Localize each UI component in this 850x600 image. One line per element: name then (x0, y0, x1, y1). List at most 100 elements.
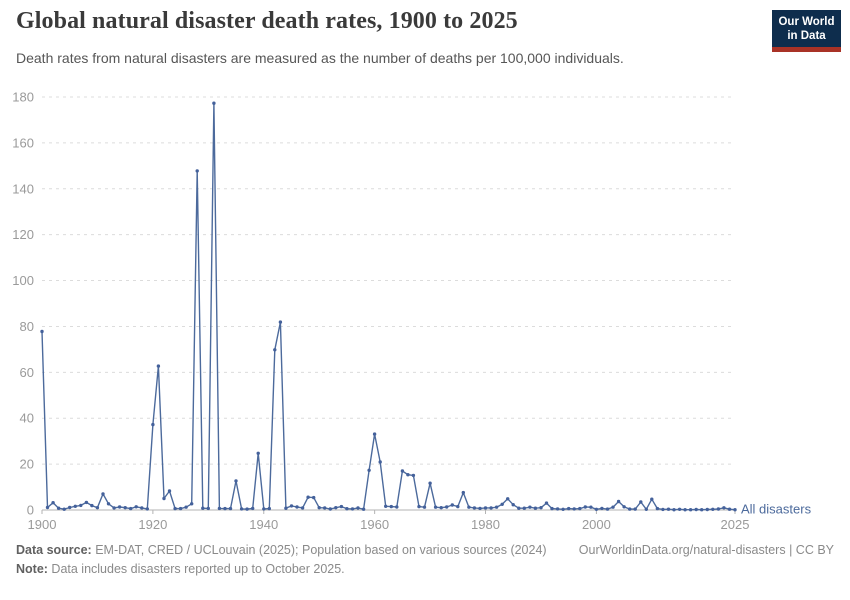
data-point[interactable] (317, 506, 321, 510)
data-point[interactable] (223, 506, 227, 511)
data-point[interactable] (145, 507, 149, 511)
data-point[interactable] (489, 506, 493, 510)
data-point[interactable] (400, 469, 405, 473)
data-point[interactable] (345, 507, 349, 511)
data-point[interactable] (700, 508, 704, 512)
data-point[interactable] (129, 506, 133, 511)
data-point[interactable] (178, 506, 183, 511)
data-point[interactable] (561, 507, 565, 511)
data-point[interactable] (228, 506, 233, 511)
data-point[interactable] (90, 503, 94, 508)
line-chart-svg[interactable]: 0 20 40 60 80 100 120 140 160 180 1900 1920 1940 1960… (0, 0, 850, 545)
data-point[interactable] (622, 505, 626, 509)
data-point[interactable] (162, 496, 166, 501)
data-point[interactable] (705, 507, 709, 512)
data-point[interactable] (494, 505, 499, 509)
data-point[interactable] (289, 504, 294, 508)
data-point[interactable] (539, 506, 543, 510)
data-point[interactable] (356, 506, 360, 510)
data-point[interactable] (500, 502, 504, 506)
data-point[interactable] (628, 507, 632, 511)
data-point[interactable] (79, 503, 83, 508)
data-point[interactable] (456, 504, 460, 509)
data-point[interactable] (511, 503, 515, 507)
line-chart[interactable]: 0 20 40 60 80 100 120 140 160 180 1900 1920 1940 1960… (0, 0, 850, 545)
data-point[interactable] (611, 505, 615, 509)
data-point[interactable] (350, 507, 355, 511)
data-point[interactable] (117, 505, 122, 509)
series-label[interactable]: All disasters (741, 502, 812, 517)
data-point[interactable] (262, 507, 266, 511)
data-point[interactable] (406, 473, 410, 477)
data-point[interactable] (639, 500, 643, 504)
data-point[interactable] (295, 505, 299, 509)
data-point[interactable] (51, 501, 55, 505)
data-point[interactable] (68, 505, 72, 510)
data-point[interactable] (284, 506, 288, 510)
data-point[interactable] (506, 497, 510, 501)
data-point[interactable] (572, 507, 576, 511)
data-point[interactable] (140, 506, 144, 510)
data-point[interactable] (478, 506, 482, 511)
data-point[interactable] (184, 505, 188, 509)
data-point[interactable] (633, 507, 637, 511)
data-point[interactable] (445, 505, 449, 509)
data-point[interactable] (555, 507, 560, 511)
data-point[interactable] (234, 479, 238, 483)
data-point[interactable] (722, 506, 726, 510)
data-point[interactable] (677, 507, 682, 511)
data-point[interactable] (201, 506, 205, 510)
data-point[interactable] (40, 329, 44, 334)
data-point[interactable] (62, 507, 66, 511)
data-point[interactable] (550, 506, 554, 511)
data-point[interactable] (123, 506, 127, 510)
data-point[interactable] (650, 497, 654, 501)
data-point[interactable] (616, 499, 621, 504)
data-point[interactable] (578, 506, 582, 511)
data-point[interactable] (306, 495, 310, 499)
data-point[interactable] (389, 504, 393, 509)
data-point[interactable] (156, 364, 161, 368)
data-point[interactable] (173, 506, 177, 511)
data-point[interactable] (334, 506, 338, 510)
data-point[interactable] (378, 460, 382, 464)
data-point[interactable] (605, 507, 610, 511)
data-point[interactable] (544, 501, 549, 505)
data-point[interactable] (323, 506, 327, 510)
data-point[interactable] (206, 506, 210, 511)
data-point[interactable] (95, 506, 100, 510)
data-point[interactable] (522, 506, 526, 510)
data-point[interactable] (151, 422, 155, 427)
data-point[interactable] (256, 451, 260, 455)
data-point[interactable] (567, 506, 571, 511)
data-point[interactable] (589, 505, 593, 509)
data-point[interactable] (273, 348, 277, 352)
data-point[interactable] (672, 508, 676, 512)
data-point[interactable] (467, 505, 471, 509)
data-point[interactable] (417, 504, 421, 509)
data-point[interactable] (683, 508, 687, 512)
data-point[interactable] (384, 504, 388, 508)
data-point[interactable] (716, 507, 721, 511)
data-point[interactable] (195, 169, 199, 173)
data-point[interactable] (439, 506, 443, 510)
data-point[interactable] (101, 492, 105, 496)
data-point[interactable] (245, 507, 249, 511)
series-line-all-disasters[interactable] (41, 102, 736, 511)
data-point[interactable] (190, 502, 194, 506)
data-point[interactable] (517, 506, 521, 510)
data-point[interactable] (56, 506, 61, 510)
data-point[interactable] (472, 506, 477, 510)
data-point[interactable] (422, 505, 427, 509)
data-point[interactable] (217, 506, 222, 511)
data-point[interactable] (106, 502, 111, 506)
data-point[interactable] (411, 473, 416, 478)
data-point[interactable] (450, 503, 454, 507)
data-point[interactable] (733, 508, 737, 512)
data-point[interactable] (267, 506, 271, 511)
data-point[interactable] (533, 506, 538, 510)
data-point[interactable] (666, 507, 671, 511)
data-point[interactable] (433, 505, 438, 509)
data-point[interactable] (45, 505, 50, 510)
data-point[interactable] (600, 506, 604, 511)
